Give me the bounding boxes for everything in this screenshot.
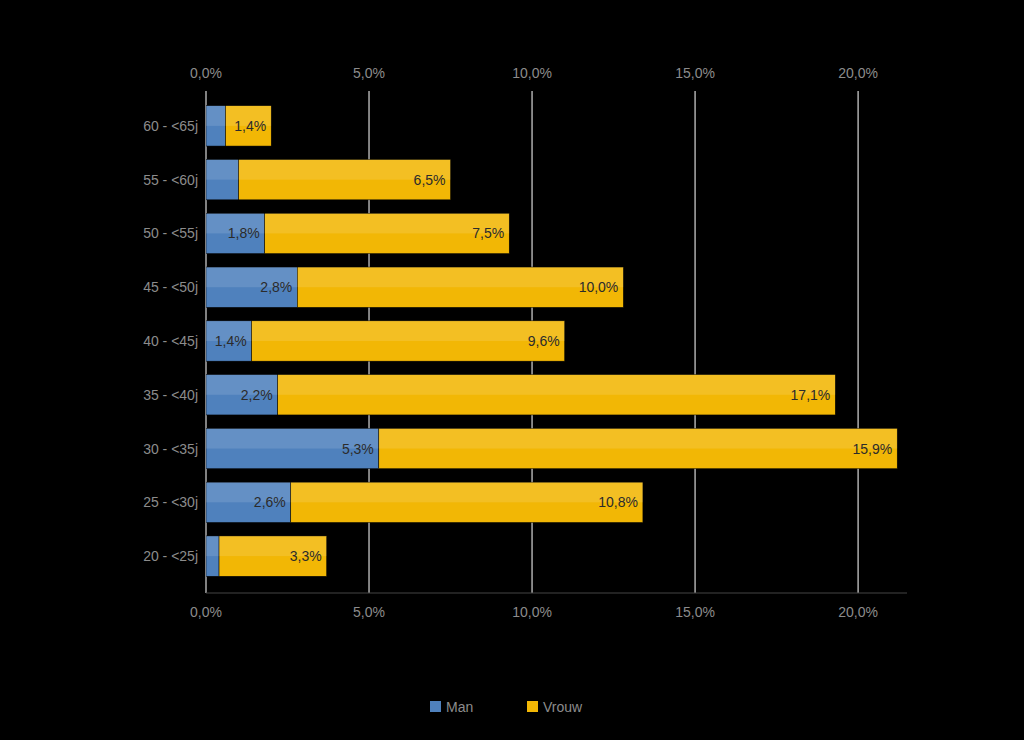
bar-shine (291, 482, 643, 502)
category-label: 50 - <55j (143, 225, 198, 241)
bar-shine (206, 106, 226, 126)
data-label: 5,3% (342, 441, 374, 457)
data-label: 9,6% (528, 333, 560, 349)
data-label: 1,8% (228, 225, 260, 241)
bar (206, 482, 291, 522)
axis-line (206, 593, 907, 594)
category-label: 35 - <40j (143, 387, 198, 403)
category-label: 20 - <25j (143, 548, 198, 564)
data-label: 7,5% (472, 225, 504, 241)
bar (206, 428, 379, 468)
bar (252, 321, 565, 361)
bar (239, 160, 451, 200)
tick-label: 20,0% (838, 604, 878, 620)
data-label: 6,5% (414, 172, 446, 188)
data-label: 15,9% (853, 441, 893, 457)
bar (297, 267, 623, 307)
bar-shine (206, 160, 239, 180)
legend-swatch (527, 701, 538, 712)
data-label: 17,1% (791, 387, 831, 403)
category-label: 40 - <45j (143, 333, 198, 349)
bar (206, 213, 265, 253)
chart: 0,0% 0,0% 5,0% 5,0% 10,0% 10,0% 15,0% 15,0% 20,0… (0, 0, 1024, 740)
bar (278, 375, 836, 415)
bar-shine (379, 428, 897, 448)
tick-label: 5,0% (353, 604, 385, 620)
tick-label: 0,0% (190, 604, 222, 620)
tick-label: 0,0% (190, 65, 222, 81)
bars (206, 106, 897, 577)
bar (206, 536, 219, 576)
bar (265, 213, 510, 253)
tick-label: 20,0% (838, 65, 878, 81)
bar (206, 375, 278, 415)
data-label: 10,0% (579, 279, 619, 295)
data-label: 3,3% (290, 548, 322, 564)
data-label: 1,4% (215, 333, 247, 349)
data-label: 2,8% (260, 279, 292, 295)
category-label: 45 - <50j (143, 279, 198, 295)
legend-label: Man (446, 699, 473, 715)
bar (379, 428, 897, 468)
data-label: 1,4% (234, 118, 266, 134)
grid-line (857, 91, 858, 593)
bar-shine (252, 321, 565, 341)
tick-label: 5,0% (353, 65, 385, 81)
bar (206, 160, 239, 200)
bar-shine (297, 267, 623, 287)
background (0, 0, 1024, 740)
legend-label: Vrouw (543, 699, 583, 715)
bar (206, 321, 252, 361)
bar (226, 106, 272, 146)
category-label: 55 - <60j (143, 172, 198, 188)
tick-label: 10,0% (512, 65, 552, 81)
category-label: 60 - <65j (143, 118, 198, 134)
bar (219, 536, 327, 576)
bar-shine (278, 375, 836, 395)
bar (206, 267, 297, 307)
tick-label: 15,0% (675, 65, 715, 81)
bar-shine (206, 536, 219, 556)
legend-swatch (430, 701, 441, 712)
bar (291, 482, 643, 522)
tick-label: 10,0% (512, 604, 552, 620)
data-label: 2,6% (254, 494, 286, 510)
category-label: 30 - <35j (143, 441, 198, 457)
data-label: 10,8% (598, 494, 638, 510)
bar (206, 106, 226, 146)
data-label: 2,2% (241, 387, 273, 403)
grid-line (694, 91, 695, 593)
tick-label: 15,0% (675, 604, 715, 620)
category-label: 25 - <30j (143, 494, 198, 510)
